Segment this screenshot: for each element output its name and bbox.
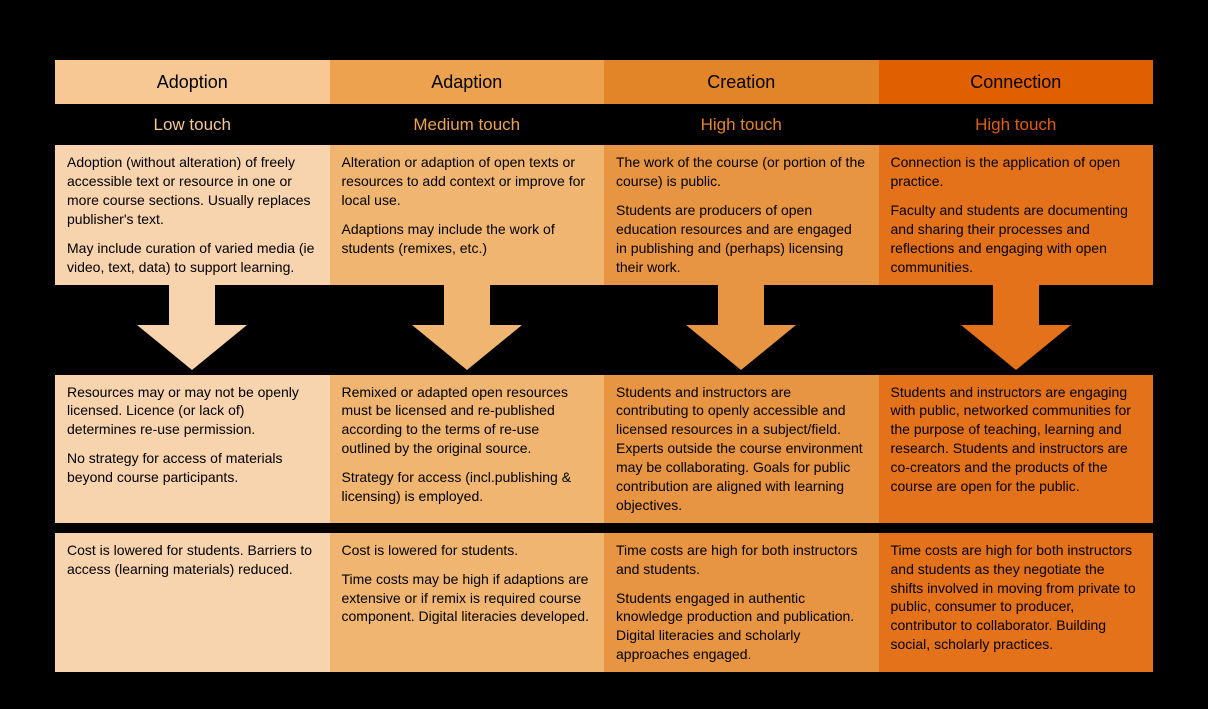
header-row: Adoption Adaption Creation Connection: [55, 60, 1153, 104]
description-row: Adoption (without alteration) of freely …: [55, 145, 1153, 284]
desc-creation-p2: Students are producers of open education…: [616, 201, 867, 277]
mid-adaption-p2: Strategy for access (incl.publishing & l…: [342, 468, 593, 506]
mid-creation: Students and instructors are contributin…: [604, 375, 879, 523]
arrow-cell-adaption: [330, 285, 605, 375]
desc-adoption-p2: May include curation of varied media (ie…: [67, 239, 318, 277]
mid-connection-p1: Students and instructors are engaging wi…: [891, 383, 1142, 496]
cost-row: Cost is lowered for students. Barriers t…: [55, 533, 1153, 672]
touch-adaption: Medium touch: [330, 110, 605, 141]
licensing-row: Resources may or may not be openly licen…: [55, 375, 1153, 523]
mid-adaption-p1: Remixed or adapted open resources must b…: [342, 383, 593, 459]
down-arrow-icon: [961, 285, 1071, 370]
mid-connection: Students and instructors are engaging wi…: [879, 375, 1154, 523]
desc-adoption: Adoption (without alteration) of freely …: [55, 145, 330, 284]
desc-adoption-p1: Adoption (without alteration) of freely …: [67, 153, 318, 229]
header-connection: Connection: [879, 60, 1154, 104]
touch-connection: High touch: [879, 110, 1154, 141]
header-adoption: Adoption: [55, 60, 330, 104]
mid-adoption: Resources may or may not be openly licen…: [55, 375, 330, 523]
desc-connection: Connection is the application of open pr…: [879, 145, 1154, 284]
header-adaption: Adaption: [330, 60, 605, 104]
row-gap: [55, 523, 1153, 533]
mid-adoption-p1: Resources may or may not be openly licen…: [67, 383, 318, 440]
open-practice-matrix: Adoption Adaption Creation Connection Lo…: [55, 60, 1153, 672]
desc-adaption-p1: Alteration or adaption of open texts or …: [342, 153, 593, 210]
bot-adaption-p2: Time costs may be high if adaptions are …: [342, 570, 593, 627]
touch-creation: High touch: [604, 110, 879, 141]
header-creation: Creation: [604, 60, 879, 104]
bot-adaption-p1: Cost is lowered for students.: [342, 541, 593, 560]
down-arrow-icon: [686, 285, 796, 370]
touch-row: Low touch Medium touch High touch High t…: [55, 104, 1153, 145]
down-arrow-icon: [137, 285, 247, 370]
desc-adaption-p2: Adaptions may include the work of studen…: [342, 220, 593, 258]
desc-connection-p2: Faculty and students are documenting and…: [891, 201, 1142, 277]
touch-adoption: Low touch: [55, 110, 330, 141]
desc-creation-p1: The work of the course (or portion of th…: [616, 153, 867, 191]
bot-creation-p2: Students engaged in authentic knowledge …: [616, 589, 867, 665]
arrows-row: [55, 285, 1153, 375]
down-arrow-icon: [412, 285, 522, 370]
mid-adaption: Remixed or adapted open resources must b…: [330, 375, 605, 523]
bot-creation: Time costs are high for both instructors…: [604, 533, 879, 672]
arrow-cell-creation: [604, 285, 879, 375]
desc-creation: The work of the course (or portion of th…: [604, 145, 879, 284]
mid-creation-p1: Students and instructors are contributin…: [616, 383, 867, 515]
bot-connection-p1: Time costs are high for both instructors…: [891, 541, 1142, 654]
arrow-cell-connection: [879, 285, 1154, 375]
arrow-cell-adoption: [55, 285, 330, 375]
bot-creation-p1: Time costs are high for both instructors…: [616, 541, 867, 579]
bot-adoption-p1: Cost is lowered for students. Barriers t…: [67, 541, 318, 579]
bot-connection: Time costs are high for both instructors…: [879, 533, 1154, 672]
bot-adoption: Cost is lowered for students. Barriers t…: [55, 533, 330, 672]
mid-adoption-p2: No strategy for access of materials beyo…: [67, 449, 318, 487]
bot-adaption: Cost is lowered for students. Time costs…: [330, 533, 605, 672]
desc-connection-p1: Connection is the application of open pr…: [891, 153, 1142, 191]
desc-adaption: Alteration or adaption of open texts or …: [330, 145, 605, 284]
